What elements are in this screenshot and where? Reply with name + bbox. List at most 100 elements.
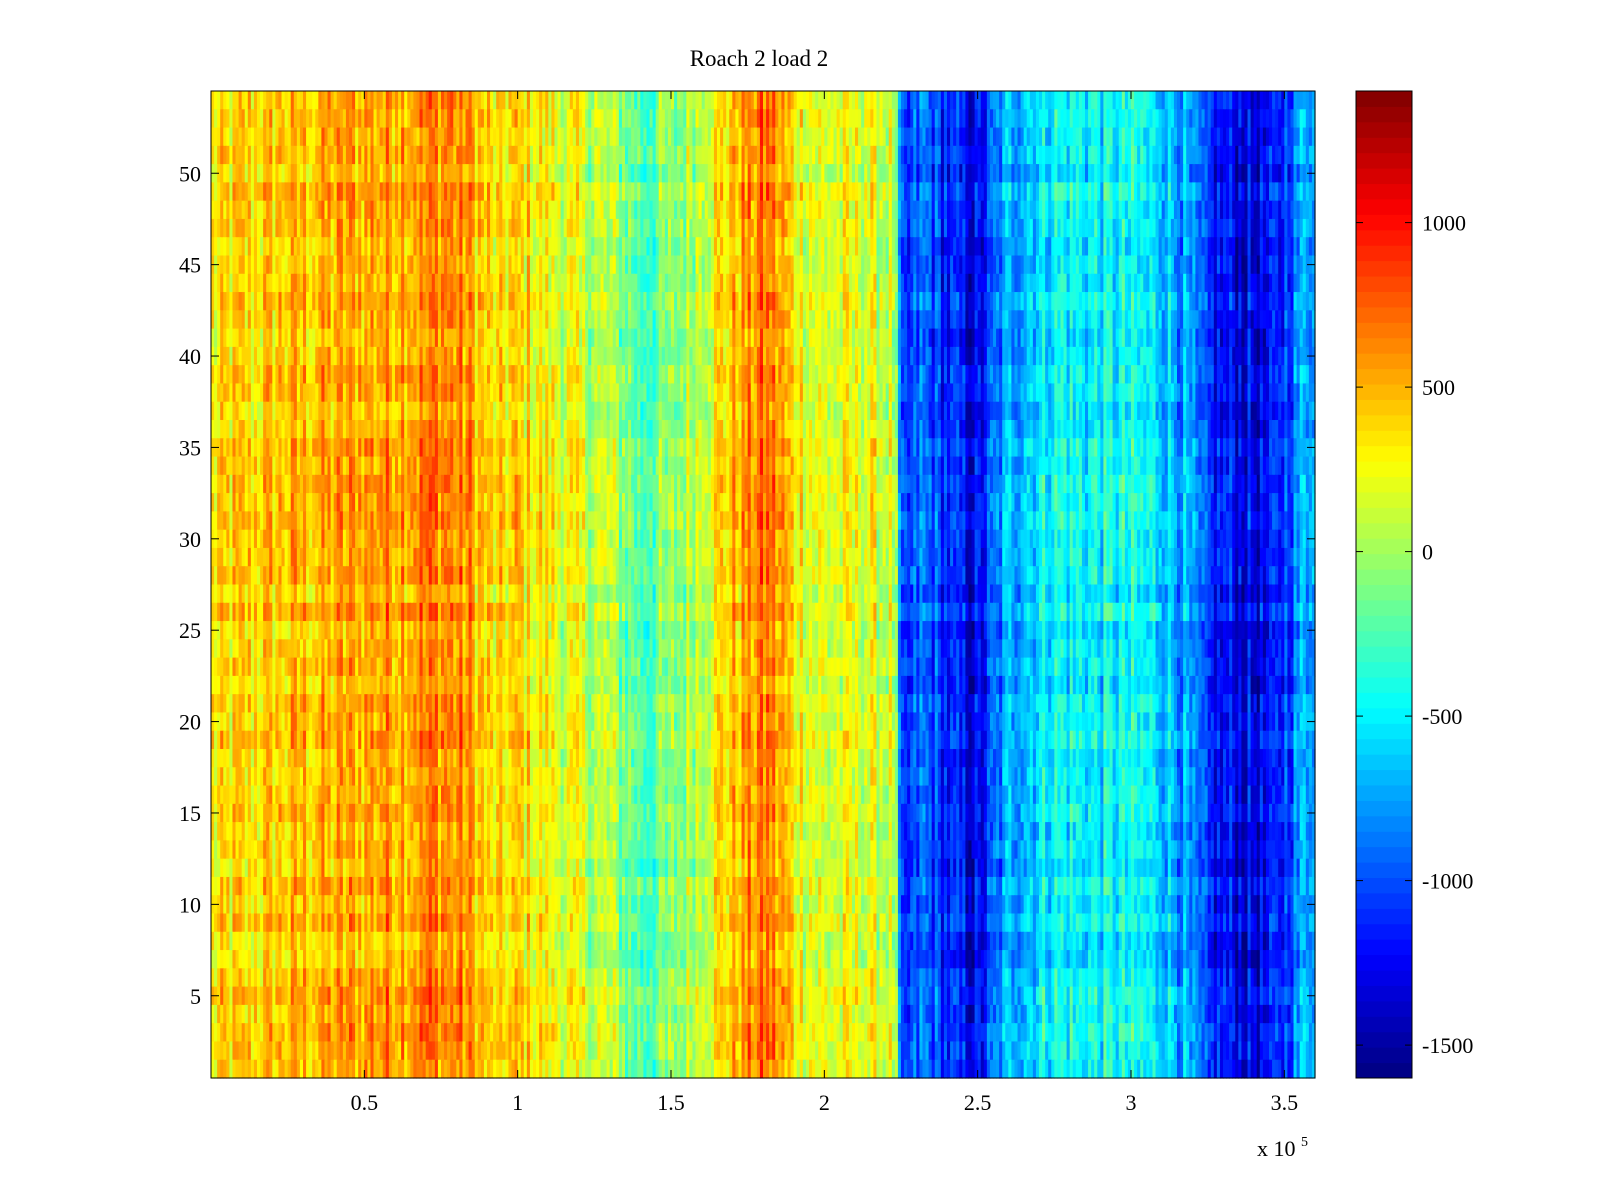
heatmap-cell [897,109,902,129]
heatmap-cell [422,127,427,147]
heatmap-cell [241,109,246,129]
heatmap-cell [1057,127,1062,147]
heatmap-cell [1247,91,1252,110]
heatmap-cell [637,145,641,165]
heatmap-cell [741,127,746,147]
heatmap-cell [839,109,844,129]
heatmap-cell [465,109,470,129]
heatmap-cell [631,91,635,110]
heatmap-cell [468,91,473,110]
heatmap-cell [1311,127,1316,147]
heatmap-cell [649,109,654,129]
heatmap-cell [244,91,249,110]
heatmap-cell [836,91,841,110]
heatmap-cell [1253,127,1258,147]
heatmap-cell [557,145,562,165]
heatmap-cell [345,91,350,110]
heatmap-cell [922,127,927,147]
heatmap-cell [600,127,605,147]
heatmap-cell [398,109,402,129]
heatmap-cell [459,91,464,110]
heatmap-cell [358,127,362,147]
heatmap-cell [796,109,801,129]
heatmap-cell [603,91,608,110]
heatmap-cell [575,145,580,165]
heatmap-cell [413,145,418,165]
heatmap-cell [281,91,286,110]
heatmap-cell [450,127,454,147]
heatmap-cell [999,109,1003,129]
heatmap-cell [698,91,703,110]
heatmap-cell [1035,127,1040,147]
heatmap-cell [1143,109,1147,129]
heatmap-cell [652,91,657,110]
heatmap-cell [1216,91,1221,110]
heatmap-cell [382,109,387,129]
heatmap-cell [1137,109,1141,129]
heatmap-cell [566,109,571,129]
heatmap-cell [971,91,976,110]
heatmap-cell [1060,109,1065,129]
heatmap-cell [904,127,908,147]
heatmap-cell [1118,127,1123,147]
heatmap-cell [269,109,273,129]
heatmap-cell [345,145,350,165]
heatmap-cell [999,91,1003,110]
heatmap-cell [861,145,865,165]
heatmap-cell [545,109,549,129]
heatmap-cell [848,145,853,165]
heatmap-cell [536,109,540,129]
heatmap-cell [321,91,326,110]
heatmap-cell [658,145,663,165]
heatmap-cell [401,145,405,165]
heatmap-cell [1272,91,1276,110]
heatmap-cell [796,127,801,147]
heatmap-cell [996,109,1000,129]
heatmap-cell [293,145,298,165]
heatmap-cell [569,109,574,129]
heatmap-cell [818,145,822,165]
heatmap-cell [637,91,641,110]
heatmap-cell [928,91,933,110]
heatmap-cell [1223,109,1227,129]
heatmap-cell [1103,109,1108,129]
heatmap-cell [655,109,660,129]
heatmap-cell [431,109,436,129]
heatmap-cell [732,91,736,110]
heatmap-cell [1198,127,1203,147]
heatmap-cell [796,145,801,165]
heatmap-cell [1180,109,1184,129]
heatmap-cell [1180,91,1184,110]
heatmap-cell [1308,127,1313,147]
heatmap-cell [226,145,230,165]
heatmap-cell [726,127,730,147]
heatmap-cell [1137,127,1141,147]
heatmap-cell [1035,91,1040,110]
heatmap-cell [1155,109,1160,129]
heatmap-cell [1085,127,1089,147]
heatmap-cell [606,127,611,147]
heatmap-cell [732,109,736,129]
heatmap-cell [894,145,899,165]
heatmap-cell [833,145,838,165]
heatmap-cell [858,109,862,129]
heatmap-cell [999,127,1003,147]
heatmap-cell [490,109,494,129]
heatmap-cell [824,127,828,147]
heatmap-cell [385,145,390,165]
heatmap-cell [263,127,267,147]
heatmap-cell [434,145,439,165]
heatmap-cell [891,145,896,165]
heatmap-cell [1078,127,1083,147]
heatmap-cell [658,109,663,129]
heatmap-cell [1290,91,1295,110]
heatmap-cell [710,145,715,165]
heatmap-cell [229,109,234,129]
heatmap-cell [1192,109,1196,129]
heatmap-cell [940,91,945,110]
heatmap-cell [1290,127,1295,147]
heatmap-cell [821,109,825,129]
heatmap-cell [851,145,856,165]
heatmap-cell [855,145,859,165]
heatmap-cell [1032,127,1037,147]
